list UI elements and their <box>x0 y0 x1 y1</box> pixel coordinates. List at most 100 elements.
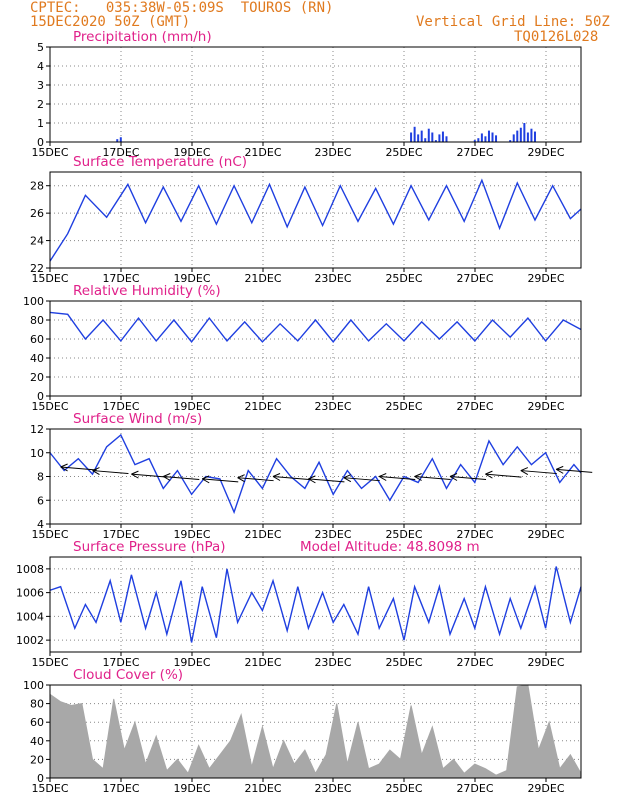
x-tick-label: 15DEC <box>31 272 68 285</box>
x-tick-label: 19DEC <box>173 400 210 413</box>
y-tick-label: 6 <box>37 494 44 507</box>
x-tick-label: 25DEC <box>385 782 422 795</box>
wind-arrow <box>556 468 593 473</box>
precip-bar <box>530 128 533 142</box>
precip-bar <box>413 126 416 142</box>
x-tick-label: 29DEC <box>527 400 564 413</box>
panel-title: Cloud Cover (%) <box>73 667 183 683</box>
y-tick-label: 8 <box>37 471 44 484</box>
panel-title: Precipitation (mm/h) <box>73 29 212 45</box>
x-tick-label: 19DEC <box>173 146 210 159</box>
wind-arrow <box>237 477 274 482</box>
y-tick-label: 1008 <box>16 563 44 576</box>
wind-arrow-head <box>201 475 210 484</box>
x-tick-label: 25DEC <box>385 656 422 669</box>
x-tick-label: 23DEC <box>314 146 351 159</box>
precip-bar <box>427 128 430 142</box>
panel-rh: 0 20 40 60 80 100 15DEC 17DEC 19DEC 21DEC 23DEC 25D… <box>23 283 582 413</box>
precip-bar <box>495 135 498 142</box>
wind-arrow <box>272 476 310 480</box>
y-tick-label: 3 <box>37 79 44 92</box>
wind-arrow-head <box>485 470 493 479</box>
wind-arrow-head <box>163 473 171 481</box>
panel-title: Relative Humidity (%) <box>73 283 221 299</box>
x-tick-label: 27DEC <box>456 782 493 795</box>
header-date: 15DEC2020 50Z (GMT) <box>30 14 191 30</box>
wind-arrow-head <box>237 474 245 483</box>
y-tick-label: 60 <box>30 333 44 346</box>
x-tick-label: 29DEC <box>527 272 564 285</box>
panel-temp: 22 24 26 28 15DEC 17DEC 19DEC 21DEC 23DEC 25DEC 27… <box>30 154 582 285</box>
wind-arrow <box>449 476 487 480</box>
y-tick-label: 22 <box>30 262 44 275</box>
x-tick-label: 15DEC <box>31 782 68 795</box>
panel-frame <box>49 300 582 397</box>
x-tick-label: 25DEC <box>385 272 422 285</box>
wind-arrow <box>485 473 522 478</box>
x-tick-label: 21DEC <box>244 782 281 795</box>
x-tick-label: 23DEC <box>314 528 351 541</box>
press-series-line <box>49 566 582 643</box>
precip-bar <box>484 136 487 142</box>
x-tick-label: 21DEC <box>244 528 281 541</box>
panel-wind: 4 6 8 10 12 15DEC 17DEC 19DEC 21DEC 23DEC 25DEC 27D… <box>30 411 593 541</box>
precip-bar <box>526 132 529 142</box>
cloud-area <box>49 684 582 779</box>
wind-arrow <box>202 478 239 483</box>
precip-bar <box>410 132 413 142</box>
wind-arrow-head <box>378 473 387 481</box>
wind-arrow <box>60 466 97 471</box>
x-tick-label: 17DEC <box>102 400 139 413</box>
x-tick-label: 29DEC <box>527 146 564 159</box>
y-tick-label: 80 <box>30 698 44 711</box>
x-tick-label: 27DEC <box>456 400 493 413</box>
y-tick-label: 26 <box>30 207 44 220</box>
x-tick-label: 15DEC <box>31 146 68 159</box>
precip-bar <box>424 138 427 142</box>
x-tick-label: 29DEC <box>527 528 564 541</box>
wind-arrow-head <box>555 465 564 474</box>
precip-bar <box>445 136 448 142</box>
precip-bar <box>116 139 119 142</box>
x-tick-label: 17DEC <box>102 528 139 541</box>
y-tick-label: 1 <box>37 117 44 130</box>
y-tick-label: 2 <box>37 98 44 111</box>
x-tick-label: 27DEC <box>456 656 493 669</box>
x-tick-label: 17DEC <box>102 146 139 159</box>
panel-frame <box>49 171 582 269</box>
precip-bar <box>434 140 437 142</box>
wind-arrow-head <box>308 475 316 484</box>
x-tick-label: 23DEC <box>314 656 351 669</box>
wind-arrow <box>131 473 168 478</box>
x-tick-label: 19DEC <box>173 656 210 669</box>
y-tick-label: 0 <box>37 136 44 149</box>
precip-bar <box>473 140 476 142</box>
panel-cloud: 0 20 40 60 80 100 15DEC 17DEC 19DEC 21DEC 23DEC 25D… <box>23 667 582 795</box>
panel-title: Surface Wind (m/s) <box>73 411 202 427</box>
wind-arrow-head <box>92 467 100 475</box>
x-tick-label: 23DEC <box>314 272 351 285</box>
wind-arrow-head <box>60 463 68 472</box>
wind-arrow <box>379 476 416 480</box>
precip-bar <box>487 130 490 142</box>
y-tick-label: 1006 <box>16 587 44 600</box>
precip-bar <box>417 134 420 142</box>
header-grid-line: Vertical Grid Line: 50Z <box>416 14 610 30</box>
precip-bar <box>512 134 515 142</box>
y-tick-label: 20 <box>30 371 44 384</box>
y-tick-label: 5 <box>37 41 44 54</box>
panel-title: Surface Pressure (hPa) <box>73 539 226 555</box>
panel-press: 1002 1004 1006 1008 15DEC 17DEC 19DEC 21DEC 23DE… <box>16 539 582 669</box>
precip-bar <box>523 123 526 142</box>
x-tick-label: 29DEC <box>527 656 564 669</box>
precip-bar <box>441 131 444 142</box>
x-tick-label: 19DEC <box>173 528 210 541</box>
wind-arrow-head <box>343 474 352 483</box>
x-tick-label: 27DEC <box>456 528 493 541</box>
panel-frame <box>49 556 582 653</box>
temp-series-line <box>49 178 582 262</box>
y-tick-label: 100 <box>23 295 44 308</box>
y-tick-label: 0 <box>37 772 44 785</box>
precip-bar <box>516 130 519 142</box>
